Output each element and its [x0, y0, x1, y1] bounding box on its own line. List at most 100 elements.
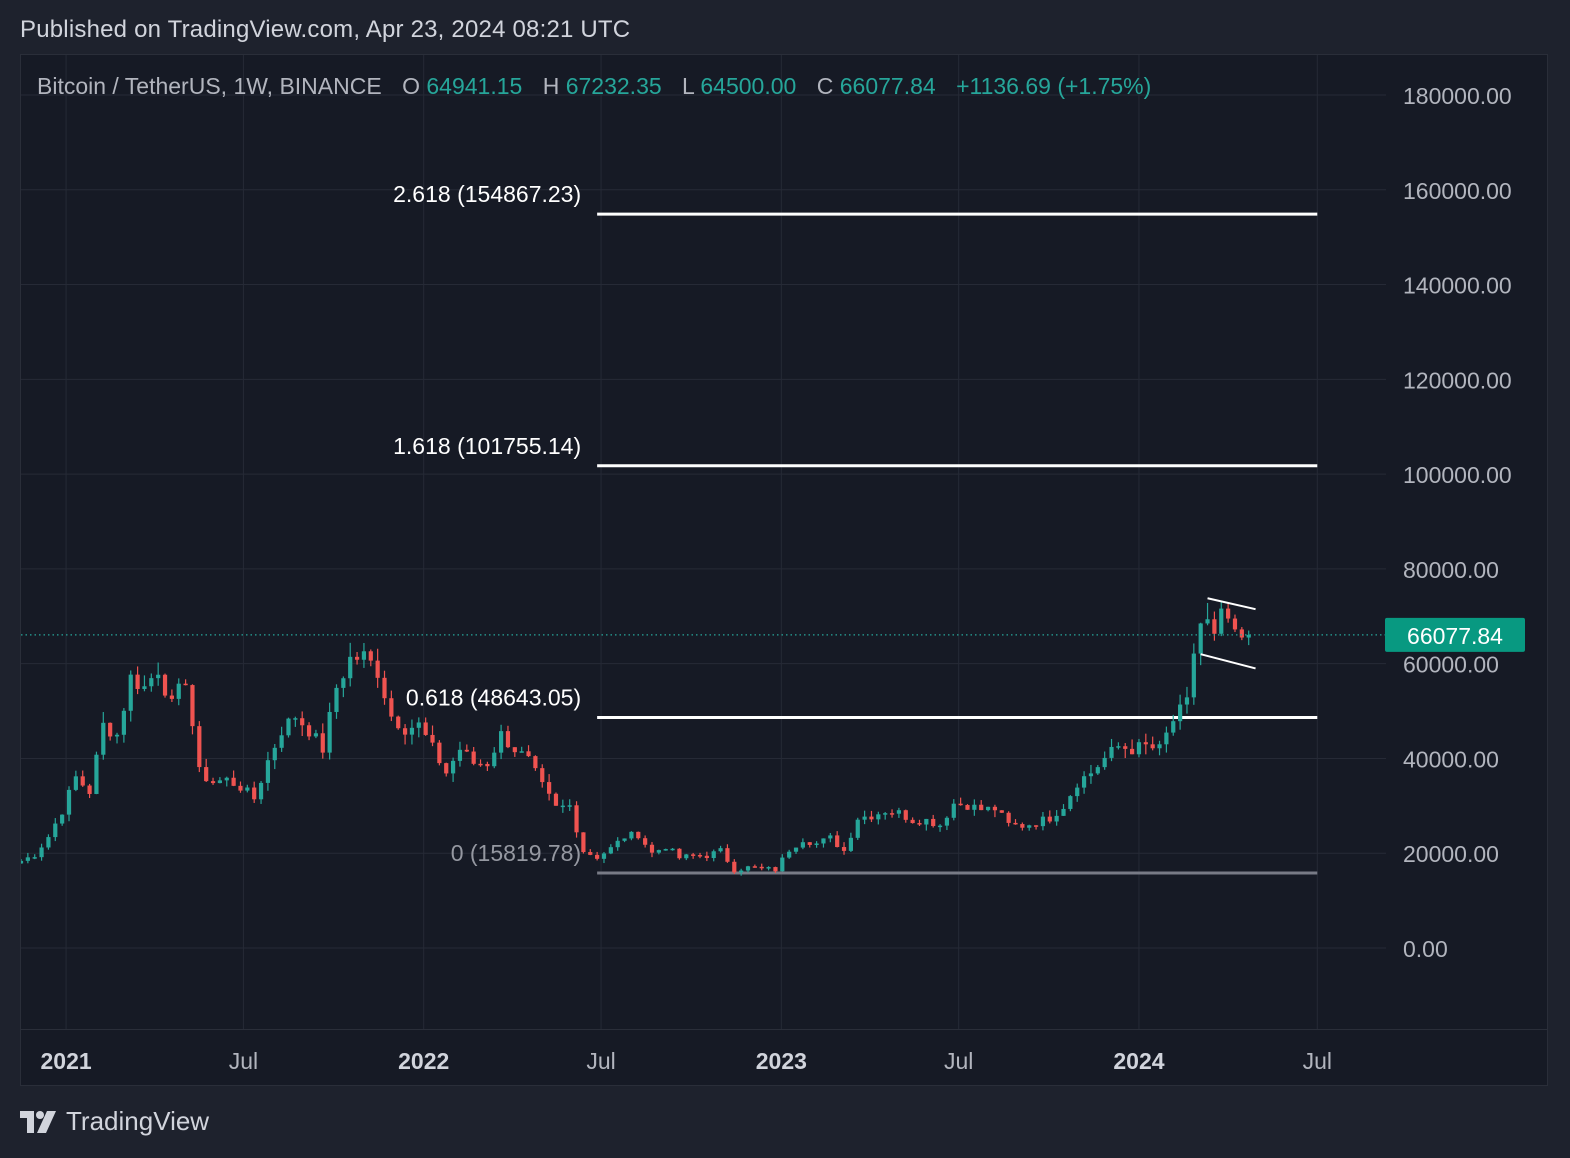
candle-body [499, 731, 504, 753]
candle-body [334, 687, 339, 712]
candle-body [1068, 796, 1073, 809]
candle-body [265, 760, 271, 783]
candle-body [691, 854, 696, 856]
candle-body [608, 847, 613, 854]
candle-body [951, 803, 956, 818]
candle-body [848, 837, 853, 851]
candle-body [869, 816, 874, 820]
candle-body [581, 832, 586, 853]
close-label: C [817, 73, 834, 99]
candle-body [574, 805, 579, 833]
candle-body [197, 726, 202, 768]
candle-body [190, 685, 195, 727]
candle-body [444, 763, 449, 774]
price-chart[interactable]: 2.618 (154867.23) 1.618 (101755.14) 0.618 … [18, 55, 1547, 1085]
candle-body [60, 814, 65, 824]
candle-body [999, 810, 1004, 813]
candle-body [841, 847, 847, 851]
candle-body [1143, 742, 1148, 745]
candle-body [889, 813, 895, 815]
candle-body [423, 722, 428, 735]
candle-body [883, 813, 888, 815]
time-axis[interactable]: 2021 Jul 2022 Jul 2023 Jul 2024 Jul [40, 1048, 1332, 1074]
candle-body [87, 785, 92, 794]
candle-body [1157, 744, 1162, 749]
candle-body [1191, 653, 1196, 698]
fib-level-label: 2.618 (154867.23) [393, 181, 581, 207]
candle-body [437, 742, 442, 764]
candle-body [910, 819, 915, 824]
candle-body [142, 686, 147, 689]
candle-body [18, 860, 24, 864]
candle-body [306, 725, 312, 737]
candle-body [1088, 773, 1094, 777]
candle-body [505, 731, 511, 748]
candle-body [217, 780, 223, 784]
candle-body [272, 747, 277, 761]
candle-body [320, 733, 325, 753]
candle-body [629, 831, 634, 839]
candle-body [108, 722, 113, 737]
price-axis[interactable]: 180000.00 160000.00 140000.00 120000.00 1000… [1403, 83, 1512, 962]
candle-body [464, 749, 469, 752]
time-tick-label: 2022 [398, 1048, 449, 1074]
candle-body [457, 749, 463, 761]
candle-body [66, 789, 72, 815]
candle-body [704, 855, 709, 859]
candle-body [1123, 746, 1128, 749]
candle-body [917, 823, 922, 825]
candle-body [471, 751, 476, 764]
fib-levels: 2.618 (154867.23) 1.618 (101755.14) 0.618 … [393, 181, 1318, 875]
price-tick-label: 0.00 [1403, 936, 1448, 962]
price-tick-label: 160000.00 [1403, 178, 1512, 204]
candle-body [1226, 608, 1231, 619]
candle-body [252, 787, 257, 800]
candle-body [1095, 767, 1100, 774]
chart-frame[interactable]: 2.618 (154867.23) 1.618 (101755.14) 0.618 … [18, 54, 1548, 1086]
price-tick-label: 60000.00 [1403, 652, 1499, 678]
candle-body [245, 787, 250, 791]
candle-body [183, 683, 188, 686]
candle-body [121, 710, 126, 735]
high-value: 67232.35 [566, 73, 662, 99]
candle-body [896, 810, 902, 814]
last-price-tag [1385, 617, 1525, 652]
candle-body [828, 835, 833, 839]
candle-body [807, 842, 812, 845]
candle-body [361, 651, 367, 660]
candle-body [800, 842, 805, 848]
price-tick-label: 100000.00 [1403, 462, 1512, 488]
candle-body [944, 817, 950, 826]
candle-body [1129, 748, 1135, 755]
candle-body [560, 805, 565, 808]
candle-body [718, 848, 723, 852]
candle-body [156, 674, 161, 679]
candle-body [149, 678, 154, 687]
candle-body [697, 855, 703, 857]
candle-body [341, 678, 346, 688]
candle-body [1013, 822, 1018, 825]
candle-body [375, 660, 380, 678]
candle-body [258, 782, 264, 800]
candle-body [1178, 704, 1183, 722]
fib-level-label: 0 (15819.78) [451, 840, 581, 866]
candle-body [526, 751, 531, 757]
candle-body [128, 674, 133, 711]
published-header: Published on TradingView.com, Apr 23, 20… [20, 16, 631, 43]
channel-lines [1200, 597, 1256, 670]
candle-body [547, 782, 552, 794]
candle-body [677, 848, 682, 859]
tradingview-logo[interactable]: TradingView [20, 1106, 209, 1137]
candle-body [752, 866, 757, 868]
candle-body [1212, 619, 1217, 634]
candle-body [1171, 721, 1176, 733]
time-tick-label: Jul [229, 1048, 258, 1074]
candle-body [1136, 742, 1142, 755]
price-tick-label: 40000.00 [1403, 746, 1499, 772]
candle-body [450, 760, 456, 774]
candle-body [389, 698, 394, 717]
candle-body [101, 722, 106, 755]
tradingview-logo-text: TradingView [66, 1106, 210, 1136]
candle-body [759, 866, 764, 869]
candle-body [1047, 816, 1052, 822]
